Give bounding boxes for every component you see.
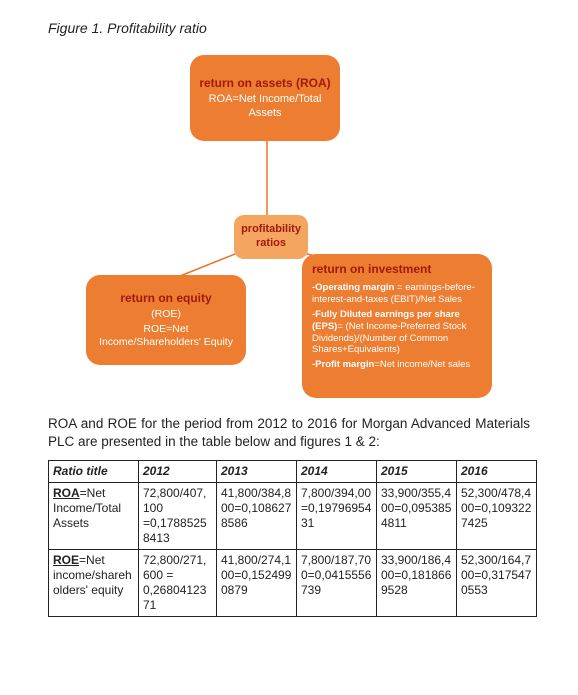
roe-2016: 52,300/164,700=0,3175470553: [457, 550, 537, 617]
table-header-row: Ratio title 2012 2013 2014 2015 2016: [49, 461, 537, 483]
roa-2013: 41,800/384,800=0,1086278586: [217, 483, 297, 550]
col-2015: 2015: [377, 461, 457, 483]
roi-item1-bold: -Operating margin: [312, 282, 394, 293]
node-roi-title: return on investment: [312, 262, 431, 277]
roe-ul: ROE: [53, 553, 79, 567]
node-center: profitability ratios: [234, 215, 308, 259]
node-roa-body: ROA=Net Income/Total Assets: [198, 93, 332, 121]
roe-2013: 41,800/274,100=0,1524990879: [217, 550, 297, 617]
figure-title: Figure 1. Profitability ratio: [48, 20, 207, 36]
node-roe-sub: (ROE): [151, 308, 181, 321]
col-ratio-title: Ratio title: [49, 461, 139, 483]
roa-2016: 52,300/478,400=0,1093227425: [457, 483, 537, 550]
node-roe-body: ROE=Net Income/Shareholders' Equity: [94, 323, 238, 349]
node-roi-item2: -Fully Diluted earnings per share (EPS)=…: [312, 309, 482, 357]
roe-2012: 72,800/271,600 = 0,2680412371: [139, 550, 217, 617]
col-2014: 2014: [297, 461, 377, 483]
roa-2012: 72,800/407,100 =0,17885258413: [139, 483, 217, 550]
roi-item3-bold: -Profit margin: [312, 359, 374, 370]
node-roi: return on investment -Operating margin =…: [302, 254, 492, 398]
roa-2014: 7,800/394,00=0,1979695431: [297, 483, 377, 550]
node-roe-title: return on equity: [120, 291, 211, 306]
table-head: Ratio title 2012 2013 2014 2015 2016: [49, 461, 537, 483]
node-roa: return on assets (ROA) ROA=Net Income/To…: [190, 55, 340, 141]
table-row: ROA=Net Income/Total Assets 72,800/407,1…: [49, 483, 537, 550]
roa-2015: 33,900/355,400=0,0953854811: [377, 483, 457, 550]
row-roa-label: ROA=Net Income/Total Assets: [49, 483, 139, 550]
node-roa-title: return on assets (ROA): [199, 76, 330, 91]
col-2013: 2013: [217, 461, 297, 483]
roi-item3-rest: =Net income/Net sales: [374, 359, 470, 370]
roe-2014: 7,800/187,700=0,0415556739: [297, 550, 377, 617]
node-roi-item3: -Profit margin=Net income/Net sales: [312, 359, 470, 371]
roa-ul: ROA: [53, 486, 80, 500]
ratio-table: Ratio title 2012 2013 2014 2015 2016 ROA…: [48, 460, 537, 617]
col-2016: 2016: [457, 461, 537, 483]
table-body: ROA=Net Income/Total Assets 72,800/407,1…: [49, 483, 537, 617]
table-row: ROE=Net income/shareholders' equity 72,8…: [49, 550, 537, 617]
node-center-label: profitability ratios: [241, 223, 301, 251]
node-roe: return on equity (ROE) ROE=Net Income/Sh…: [86, 275, 246, 365]
paragraph: ROA and ROE for the period from 2012 to …: [48, 415, 530, 450]
node-roi-item1: -Operating margin = earnings-before-inte…: [312, 282, 482, 306]
page: Figure 1. Profitability ratio return on …: [0, 0, 578, 695]
roe-2015: 33,900/186,400=0,1818669528: [377, 550, 457, 617]
col-2012: 2012: [139, 461, 217, 483]
row-roe-label: ROE=Net income/shareholders' equity: [49, 550, 139, 617]
